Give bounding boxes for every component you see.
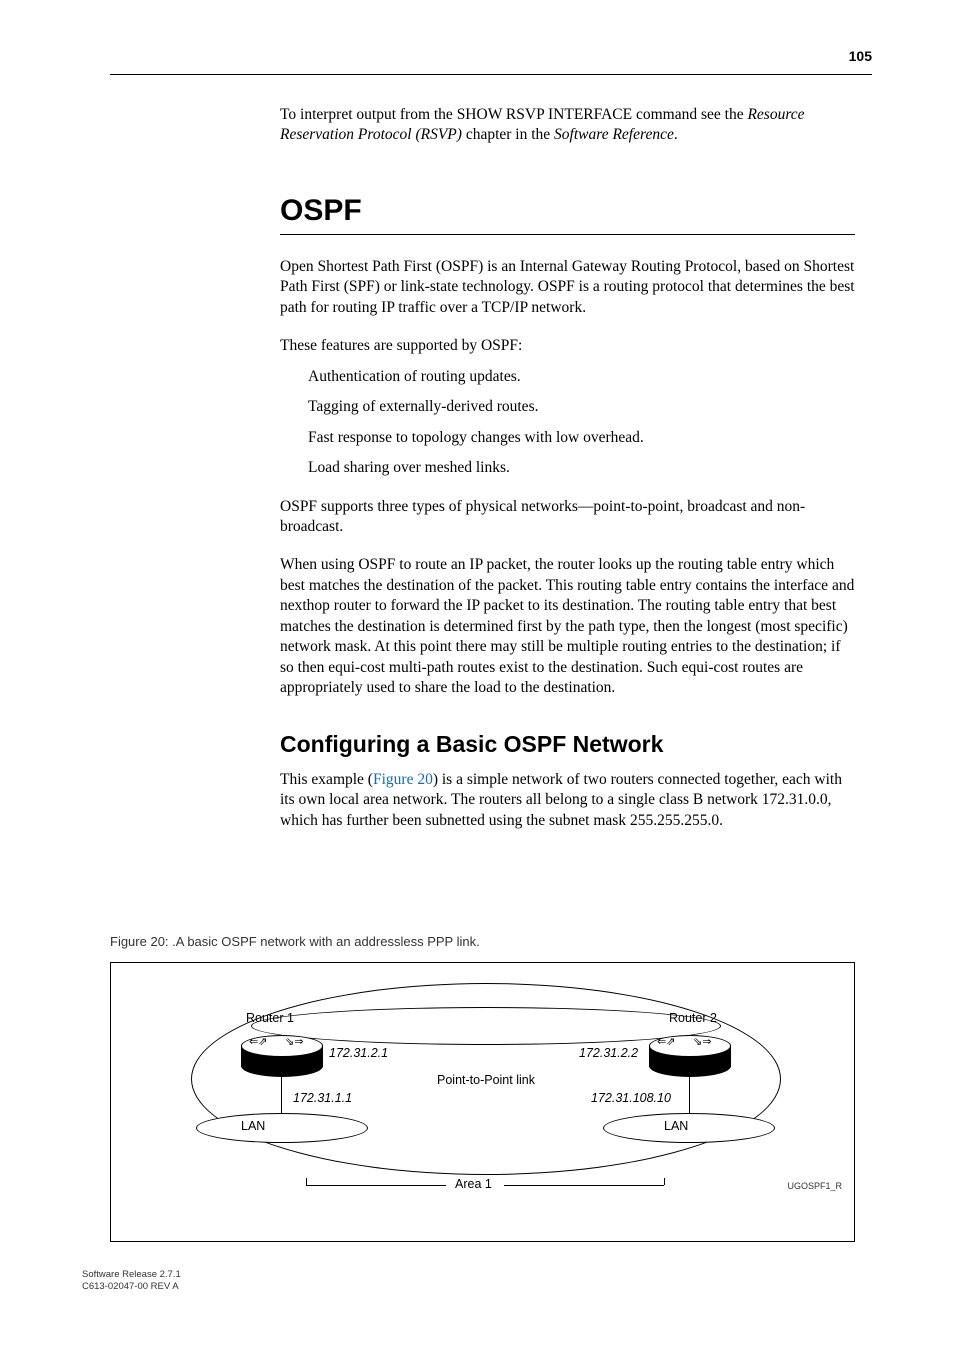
area-line-vert [306,1178,307,1185]
ptp-ellipse [251,1007,721,1045]
lan-left-ellipse [196,1113,368,1143]
heading-rule [280,234,855,235]
diagram-code: UGOSPF1_R [787,1181,842,1191]
area-line-vert [664,1178,665,1185]
footer: Software Release 2.7.1 C613-02047-00 REV… [82,1269,181,1293]
area-line-right [504,1185,664,1186]
router-1: ⇐⇗ ⇘⇒ [241,1045,323,1075]
connector-line [689,1067,690,1117]
heading-ospf: OSPF [280,194,855,228]
ip-label: 172.31.2.2 [579,1046,638,1060]
router1-label: Router 1 [246,1011,294,1025]
paragraph-4: When using OSPF to route an IP packet, t… [280,555,855,698]
paragraph-2: These features are supported by OSPF: [280,336,855,356]
area-label: Area 1 [455,1177,492,1191]
figure-xref[interactable]: Figure 20 [373,771,433,788]
lan-left-label: LAN [241,1119,265,1133]
ip-label: 172.31.2.1 [329,1046,388,1060]
ip-label: 172.31.108.10 [591,1091,671,1105]
router2-label: Router 2 [669,1011,717,1025]
figure-caption: Figure 20: .A basic OSPF network with an… [110,934,480,949]
bullet-item: Authentication of routing updates. [308,367,855,387]
bullet-item: Fast response to topology changes with l… [308,428,855,448]
arrow-icon: ⇘⇒ [693,1035,711,1048]
intro-paragraph: To interpret output from the SHOW RSVP I… [280,105,855,146]
ptp-label: Point-to-Point link [437,1073,535,1087]
page-number: 105 [849,48,872,64]
p5-text-a: This example ( [280,771,373,788]
footer-line-2: C613-02047-00 REV A [82,1281,181,1293]
intro-text-c: chapter in the [462,126,554,143]
bullet-item: Tagging of externally-derived routes. [308,397,855,417]
bullet-item: Load sharing over meshed links. [308,458,855,478]
intro-text-e: . [674,126,678,143]
heading-configuring: Configuring a Basic OSPF Network [280,731,855,758]
arrow-icon: ⇐⇗ [249,1035,267,1048]
bullet-list: Authentication of routing updates. Taggi… [280,367,855,479]
paragraph-3: OSPF supports three types of physical ne… [280,497,855,538]
intro-text-d: Software Reference [554,126,674,143]
arrow-icon: ⇘⇒ [285,1035,303,1048]
footer-line-1: Software Release 2.7.1 [82,1269,181,1281]
ip-label: 172.31.1.1 [293,1091,352,1105]
router-2: ⇐⇗ ⇘⇒ [649,1045,731,1075]
lan-right-ellipse [603,1113,775,1143]
network-diagram: Router 1 ⇐⇗ ⇘⇒ Router 2 ⇐⇗ ⇘⇒ 172.31.2.1… [110,962,855,1242]
intro-text-a: To interpret output from the SHOW RSVP I… [280,106,747,123]
main-content: To interpret output from the SHOW RSVP I… [280,105,855,849]
paragraph-1: Open Shortest Path First (OSPF) is an In… [280,257,855,318]
connector-line [281,1067,282,1117]
header-rule [110,74,872,75]
arrow-icon: ⇐⇗ [657,1035,675,1048]
area-line-left [306,1185,446,1186]
lan-right-label: LAN [664,1119,688,1133]
paragraph-5: This example (Figure 20) is a simple net… [280,770,855,831]
